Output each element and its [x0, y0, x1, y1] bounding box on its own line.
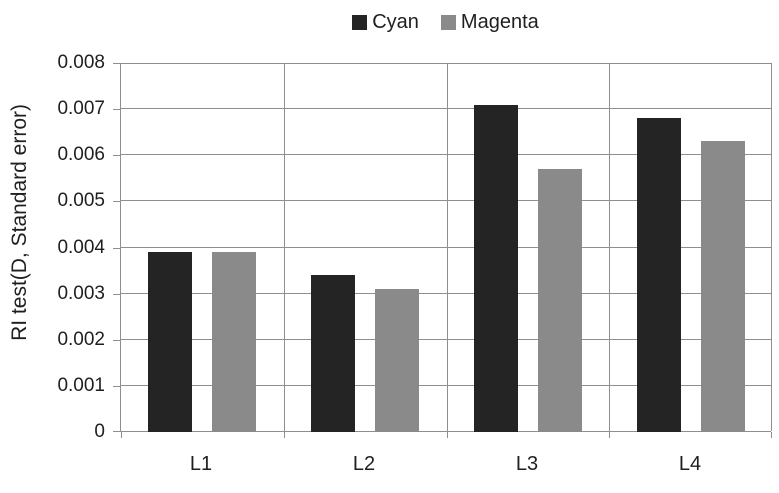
bar-cyan-l4: [637, 118, 681, 432]
bar-magenta-l4: [701, 141, 745, 432]
y-axis-tick-label: 0.003: [57, 283, 105, 304]
legend-swatch-cyan-icon: [352, 14, 368, 30]
y-axis-tick: [113, 294, 121, 295]
bar-magenta-l3: [538, 169, 582, 432]
legend-item-magenta: Magenta: [440, 10, 539, 34]
bar-magenta-l2: [375, 289, 419, 432]
gridline-horizontal: [121, 293, 771, 294]
y-axis-tick-label: 0.004: [57, 237, 105, 258]
gridline-horizontal: [121, 154, 771, 155]
legend-item-cyan: Cyan: [352, 10, 419, 34]
y-axis-tick-label: 0.006: [57, 144, 105, 165]
x-axis-tick: [121, 432, 122, 438]
x-axis-tick: [284, 432, 285, 438]
bar-magenta-l1: [212, 252, 256, 432]
x-axis-tick: [771, 432, 772, 438]
legend-label-cyan: Cyan: [372, 11, 419, 33]
gridline-horizontal: [121, 339, 771, 340]
y-axis-title: RI test(D, Standard error): [8, 104, 31, 341]
y-axis-tick-label: 0.005: [57, 190, 105, 211]
x-axis-tick-label: L1: [189, 453, 213, 475]
y-axis-tick-label: 0.001: [57, 375, 105, 396]
y-axis-tick: [113, 109, 121, 110]
bar-cyan-l2: [311, 275, 355, 432]
gridline-horizontal: [121, 108, 771, 109]
legend-label-magenta: Magenta: [460, 11, 539, 33]
y-axis-tick: [113, 248, 121, 249]
gridline-vertical: [771, 63, 772, 431]
gridline-vertical: [609, 63, 610, 431]
x-axis-tick: [447, 432, 448, 438]
bar-cyan-l3: [474, 105, 518, 432]
y-axis-tick: [113, 431, 121, 432]
y-axis-tick: [113, 155, 121, 156]
gridline-vertical: [284, 63, 285, 431]
gridline-vertical: [447, 63, 448, 431]
y-axis-tick-label: 0.008: [57, 52, 105, 73]
y-axis-tick-label: 0.007: [57, 98, 105, 119]
y-axis-tick: [113, 63, 121, 64]
x-axis-tick: [609, 432, 610, 438]
legend-swatch-magenta-icon: [440, 14, 456, 30]
gridline-horizontal: [121, 63, 771, 64]
y-axis-tick: [113, 201, 121, 202]
x-axis-tick-label: L3: [515, 453, 539, 475]
y-axis-tick-label: 0.002: [57, 329, 105, 350]
gridline-horizontal: [121, 385, 771, 386]
gridline-horizontal: [121, 247, 771, 248]
y-axis-tick-label: 0: [94, 421, 105, 442]
x-axis-tick-label: L2: [352, 453, 376, 475]
y-axis-tick: [113, 386, 121, 387]
bar-cyan-l1: [148, 252, 192, 432]
plot-area: [113, 63, 772, 438]
legend: Cyan Magenta: [120, 9, 771, 35]
gridline-horizontal: [121, 200, 771, 201]
x-axis-tick-label: L4: [678, 453, 702, 475]
y-axis-tick: [113, 340, 121, 341]
